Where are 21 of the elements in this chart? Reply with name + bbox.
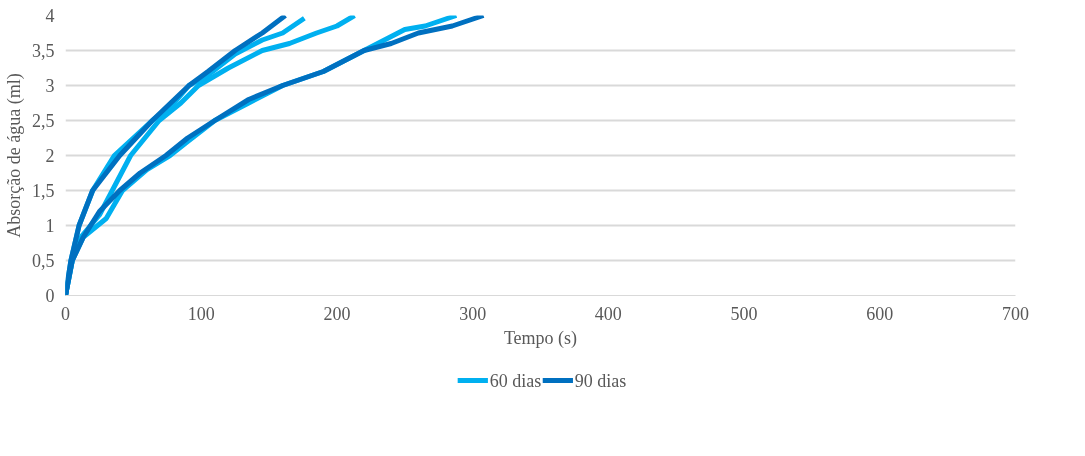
y-tick-label: 3,5: [32, 41, 55, 61]
x-axis-title: Tempo (s): [503, 327, 578, 349]
x-tick-label: 0: [61, 303, 70, 324]
y-tick-label: 0: [45, 286, 55, 306]
x-tick-label: 600: [866, 303, 894, 324]
legend-label: 60 dias: [489, 370, 542, 391]
y-tick-label: 0,5: [32, 251, 55, 271]
y-tick-label: 2,5: [32, 111, 55, 131]
x-tick-label: 200: [323, 303, 351, 324]
y-tick-label: 3: [45, 76, 55, 96]
x-tick-label: 100: [187, 303, 215, 324]
y-tick-label: 4: [45, 6, 55, 26]
y-tick-label: 1: [45, 216, 55, 236]
x-tick-label: 500: [730, 303, 758, 324]
y-tick-label: 1,5: [32, 181, 55, 201]
legend-label: 90 dias: [574, 370, 627, 391]
x-tick-label: 400: [594, 303, 622, 324]
x-tick-label: 700: [1002, 303, 1029, 324]
y-tick-label: 2: [45, 146, 55, 166]
y-axis-title: Absorção de água (ml): [4, 73, 25, 238]
x-tick-label: 300: [459, 303, 487, 324]
